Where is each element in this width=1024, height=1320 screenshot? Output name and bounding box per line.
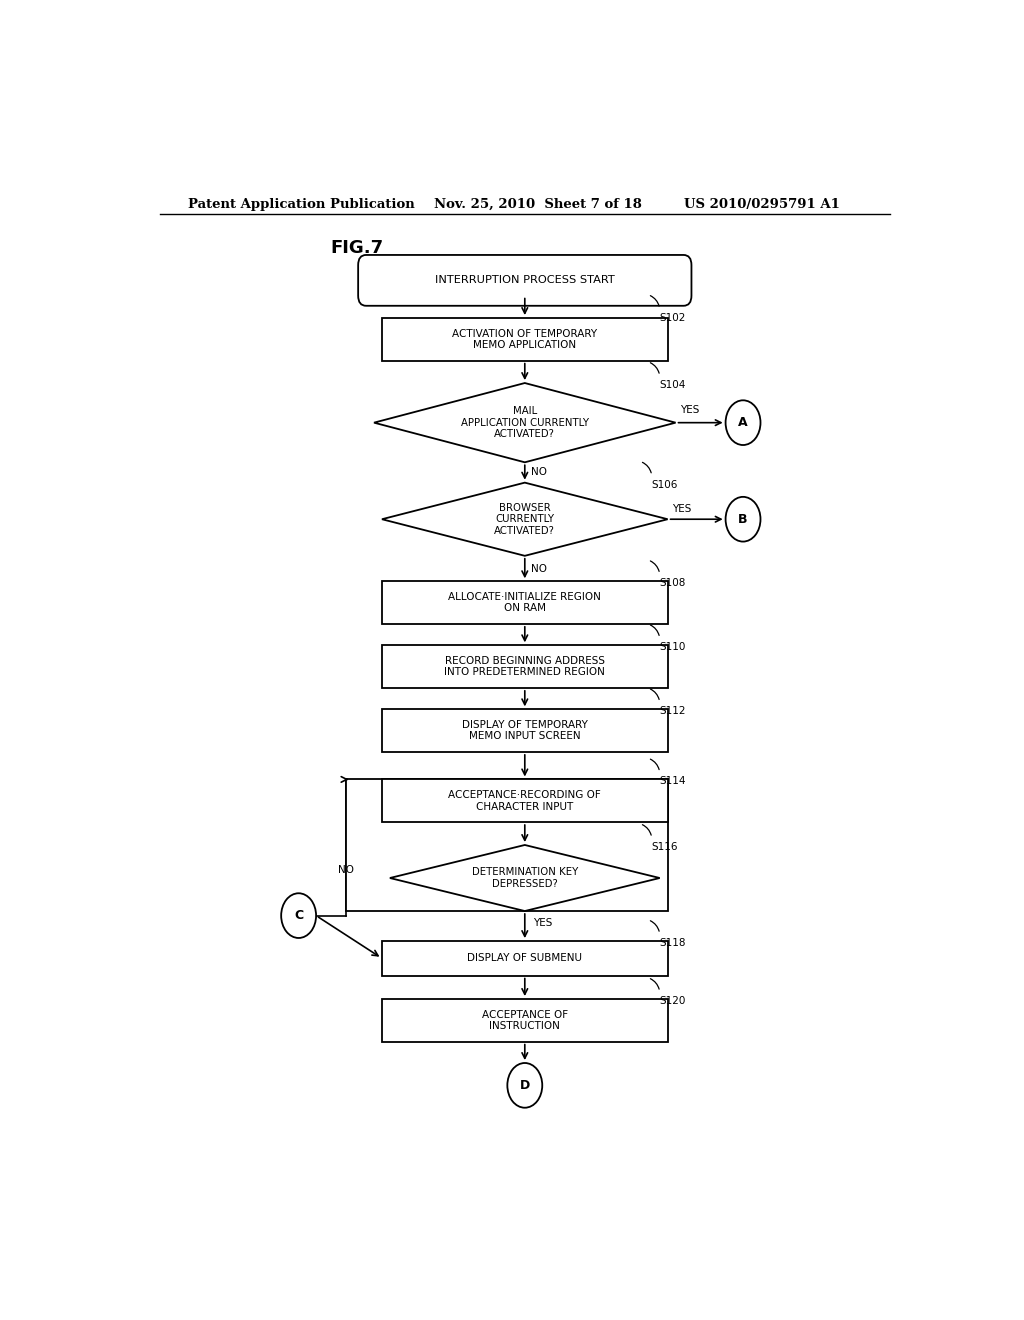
Text: US 2010/0295791 A1: US 2010/0295791 A1: [684, 198, 840, 211]
Text: C: C: [294, 909, 303, 923]
Bar: [382, 581, 668, 624]
Circle shape: [726, 400, 761, 445]
Text: DISPLAY OF SUBMENU: DISPLAY OF SUBMENU: [467, 953, 583, 964]
Text: D: D: [519, 1078, 530, 1092]
Polygon shape: [374, 383, 676, 462]
Text: ACCEPTANCE·RECORDING OF
CHARACTER INPUT: ACCEPTANCE·RECORDING OF CHARACTER INPUT: [449, 789, 601, 812]
Bar: [346, 779, 668, 911]
Text: YES: YES: [532, 919, 552, 928]
Text: FIG.7: FIG.7: [331, 239, 384, 257]
Bar: [382, 709, 668, 752]
Text: ACTIVATION OF TEMPORARY
MEMO APPLICATION: ACTIVATION OF TEMPORARY MEMO APPLICATION: [453, 329, 597, 350]
Text: S104: S104: [659, 380, 686, 389]
Text: A: A: [738, 416, 748, 429]
Text: S106: S106: [651, 479, 678, 490]
Polygon shape: [382, 483, 668, 556]
Text: NO: NO: [531, 564, 547, 573]
Text: S118: S118: [659, 939, 686, 948]
FancyBboxPatch shape: [358, 255, 691, 306]
Text: ACCEPTANCE OF
INSTRUCTION: ACCEPTANCE OF INSTRUCTION: [481, 1010, 568, 1031]
Text: BROWSER
CURRENTLY
ACTIVATED?: BROWSER CURRENTLY ACTIVATED?: [495, 503, 555, 536]
Text: S116: S116: [652, 842, 678, 851]
Text: DISPLAY OF TEMPORARY
MEMO INPUT SCREEN: DISPLAY OF TEMPORARY MEMO INPUT SCREEN: [462, 719, 588, 742]
Circle shape: [726, 496, 761, 541]
Text: YES: YES: [680, 405, 699, 416]
Bar: [382, 999, 668, 1041]
Text: MAIL
APPLICATION CURRENTLY
ACTIVATED?: MAIL APPLICATION CURRENTLY ACTIVATED?: [461, 407, 589, 440]
Bar: [382, 941, 668, 975]
Circle shape: [507, 1063, 543, 1107]
Text: Nov. 25, 2010  Sheet 7 of 18: Nov. 25, 2010 Sheet 7 of 18: [433, 198, 641, 211]
Text: YES: YES: [672, 504, 691, 513]
Text: NO: NO: [338, 865, 354, 875]
Text: S108: S108: [659, 578, 686, 589]
Text: DETERMINATION KEY
DEPRESSED?: DETERMINATION KEY DEPRESSED?: [472, 867, 578, 888]
Text: RECORD BEGINNING ADDRESS
INTO PREDETERMINED REGION: RECORD BEGINNING ADDRESS INTO PREDETERMI…: [444, 656, 605, 677]
Text: S114: S114: [659, 776, 686, 787]
Text: B: B: [738, 512, 748, 525]
Polygon shape: [390, 845, 659, 911]
Text: S112: S112: [659, 706, 686, 717]
Text: S110: S110: [659, 643, 686, 652]
Text: ALLOCATE·INITIALIZE REGION
ON RAM: ALLOCATE·INITIALIZE REGION ON RAM: [449, 591, 601, 614]
Bar: [382, 318, 668, 360]
Text: S120: S120: [659, 995, 686, 1006]
Text: S102: S102: [659, 313, 686, 323]
Text: INTERRUPTION PROCESS START: INTERRUPTION PROCESS START: [435, 276, 614, 285]
Bar: [382, 779, 668, 822]
Text: NO: NO: [531, 467, 547, 478]
Bar: [382, 645, 668, 688]
Text: Patent Application Publication: Patent Application Publication: [187, 198, 415, 211]
Circle shape: [282, 894, 316, 939]
